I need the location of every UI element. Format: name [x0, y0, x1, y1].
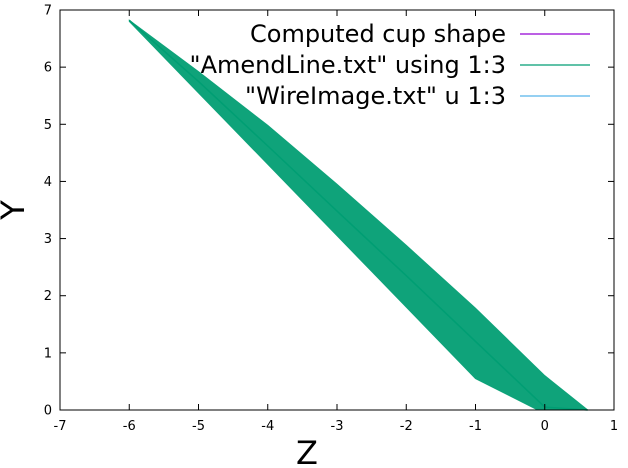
y-tick-label: 4: [44, 175, 52, 190]
legend-label-2: "WireImage.txt" u 1:3: [245, 82, 506, 110]
x-tick-label: -5: [192, 419, 205, 434]
x-tick-label: -1: [469, 419, 482, 434]
y-tick-label: 0: [44, 404, 52, 419]
x-tick-label: -6: [123, 419, 136, 434]
y-tick-label: 3: [44, 232, 52, 247]
x-tick-label: -2: [400, 419, 413, 434]
y-tick-label: 5: [44, 118, 52, 133]
legend-label-1: "AmendLine.txt" using 1:3: [190, 51, 506, 79]
series-line-1: [128, 19, 588, 411]
x-tick-label: 0: [541, 419, 549, 434]
y-tick-label: 2: [44, 289, 52, 304]
y-tick-label: 1: [44, 346, 52, 361]
x-tick-label: -7: [54, 419, 67, 434]
legend-label-0: Computed cup shape: [250, 20, 506, 48]
legend: Computed cup shape "AmendLine.txt" using …: [190, 20, 590, 110]
y-tick-label: 6: [44, 61, 52, 76]
x-tick-label: 1: [610, 419, 618, 434]
x-axis-title: Z: [296, 434, 318, 468]
y-tick-label: 7: [44, 4, 52, 19]
x-tick-label: -3: [331, 419, 344, 434]
y-axis-title: Y: [0, 200, 32, 221]
x-axis: -7 -6 -5 -4 -3 -2 -1 0 1: [54, 10, 618, 434]
x-tick-label: -4: [261, 419, 274, 434]
series-layer: [128, 19, 588, 411]
y-axis: 0 1 2 3 4 5 6 7: [44, 4, 614, 419]
